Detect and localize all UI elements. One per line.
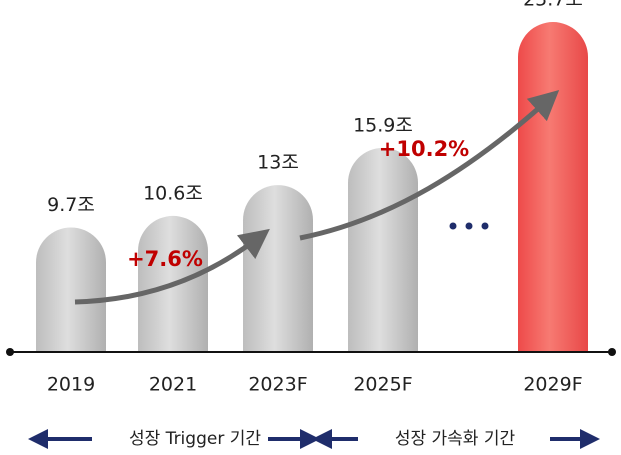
value-label: 13조 (257, 152, 299, 174)
x-tick-label: 2029F (523, 374, 582, 396)
x-tick-label: 2023F (248, 374, 307, 396)
growth-arrow (299, 89, 560, 241)
period-label: 성장 가속화 기간 (395, 429, 516, 449)
axis-dot (6, 348, 14, 356)
x-tick-label: 2019 (47, 374, 95, 396)
bar (518, 22, 588, 352)
bar (348, 147, 418, 352)
bars (36, 22, 588, 352)
x-tick-label: 2021 (149, 374, 197, 396)
value-label: 15.9조 (353, 114, 413, 136)
growth-arrow (74, 228, 270, 305)
x-tick-label: 2025F (353, 374, 412, 396)
bar (36, 227, 106, 352)
value-label: 9.7조 (47, 194, 95, 216)
value-label: 10.6조 (143, 182, 203, 204)
annotation: +7.6% (127, 247, 203, 271)
annotation: +10.2% (379, 137, 469, 161)
axis-dot (608, 348, 616, 356)
ellipsis (449, 222, 489, 230)
period-label: 성장 Trigger 기간 (129, 429, 261, 449)
bar (243, 185, 313, 352)
value-label: 25.7조 (523, 0, 583, 11)
